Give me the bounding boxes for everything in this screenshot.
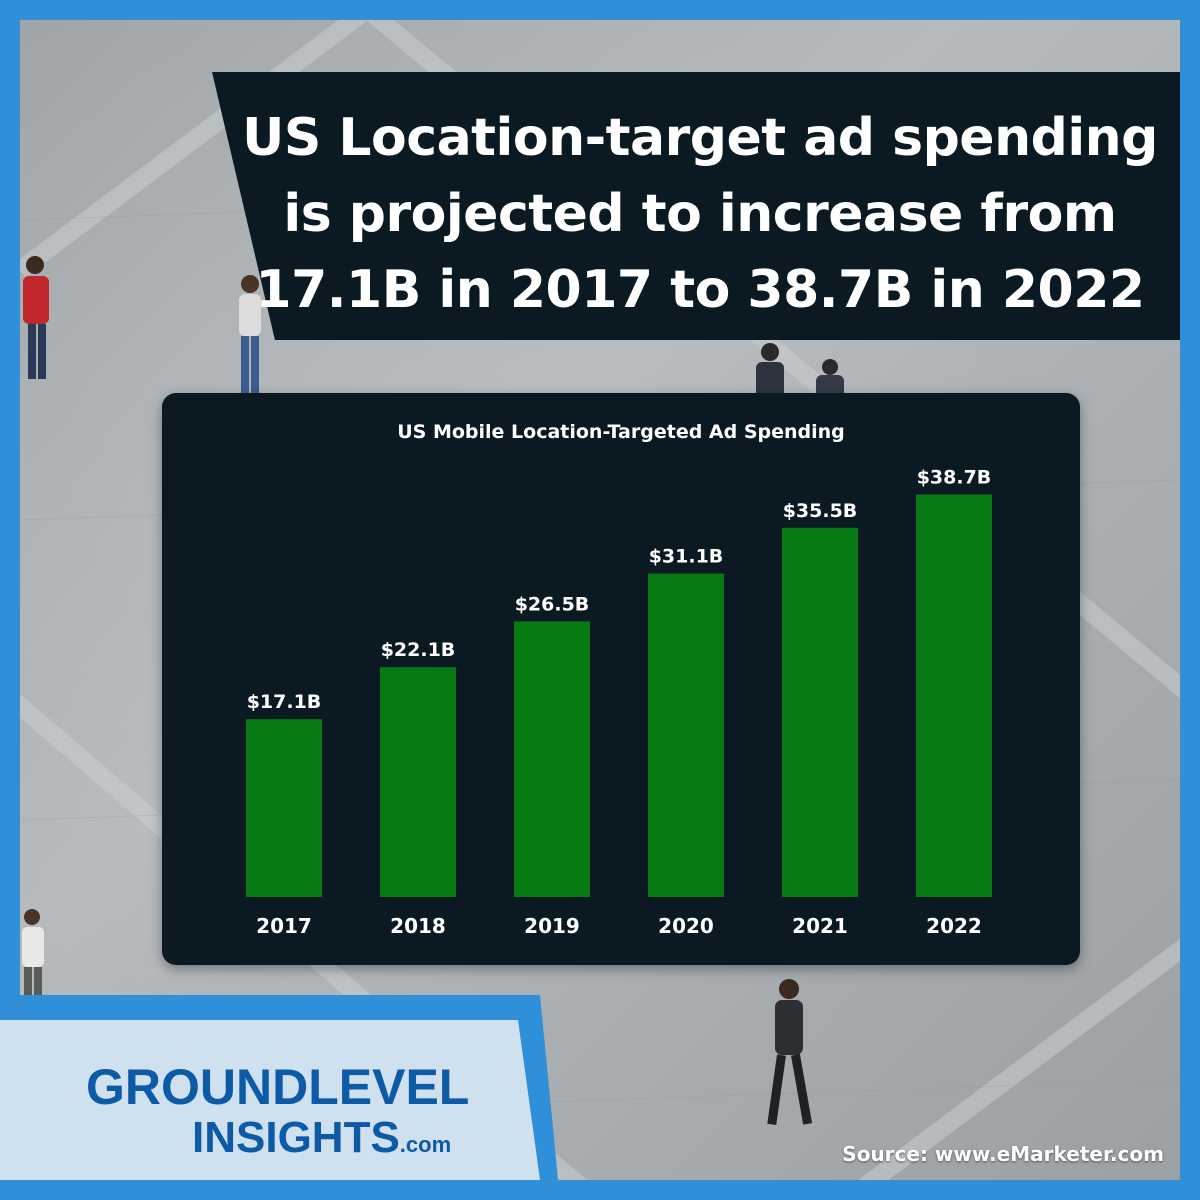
x-tick-label-2022: 2022 xyxy=(926,914,982,938)
x-tick-label-2019: 2019 xyxy=(524,914,580,938)
bar-chart: $17.1B 2017 $22.1B 2018 $26.5B 2019 $31.1B 2020… xyxy=(246,467,992,938)
x-tick-label-2017: 2017 xyxy=(256,914,312,938)
bar-2021 xyxy=(782,527,858,897)
pedestrian-figure xyxy=(767,979,813,1126)
chart-title: US Mobile Location-Targeted Ad Spending xyxy=(397,421,845,443)
bar-2017 xyxy=(246,719,322,897)
logo-groundlevel: GROUNDLEVEL xyxy=(86,1059,470,1115)
pedestrian-figure xyxy=(239,275,261,394)
headline-banner xyxy=(212,72,1180,340)
logo-dotcom: .com xyxy=(399,1132,452,1157)
headline: US Location-target ad spending is projec… xyxy=(240,100,1160,328)
pedestrian-figure xyxy=(22,909,44,1003)
source-credit: Source: www.eMarketer.com xyxy=(842,1142,1164,1166)
bar-2018 xyxy=(380,667,456,897)
headline-line-3: 17.1B in 2017 to 38.7B in 2022 xyxy=(255,260,1145,320)
value-label-2021: $35.5B xyxy=(783,500,858,522)
logo-insights: INSIGHTS.com xyxy=(192,1113,451,1163)
value-label-2022: $38.7B xyxy=(917,467,992,489)
logo-panel xyxy=(0,1020,540,1180)
value-label-2017: $17.1B xyxy=(247,691,322,713)
bar-2020 xyxy=(648,573,724,897)
value-label-2018: $22.1B xyxy=(381,639,456,661)
x-tick-label-2018: 2018 xyxy=(390,914,446,938)
value-label-2020: $31.1B xyxy=(649,546,724,568)
bar-2022 xyxy=(916,494,992,897)
logo-insights-word: INSIGHTS xyxy=(192,1113,400,1162)
pedestrian-figure xyxy=(23,256,49,379)
x-tick-label-2021: 2021 xyxy=(792,914,848,938)
bar-2019 xyxy=(514,621,590,897)
headline-line-2: is projected to increase from xyxy=(283,184,1117,244)
value-label-2019: $26.5B xyxy=(515,593,590,615)
headline-line-1: US Location-target ad spending xyxy=(242,108,1158,168)
chart-card: US Mobile Location-Targeted Ad Spending … xyxy=(162,393,1080,965)
pedestrian-figure xyxy=(756,343,784,400)
x-tick-label-2020: 2020 xyxy=(658,914,714,938)
